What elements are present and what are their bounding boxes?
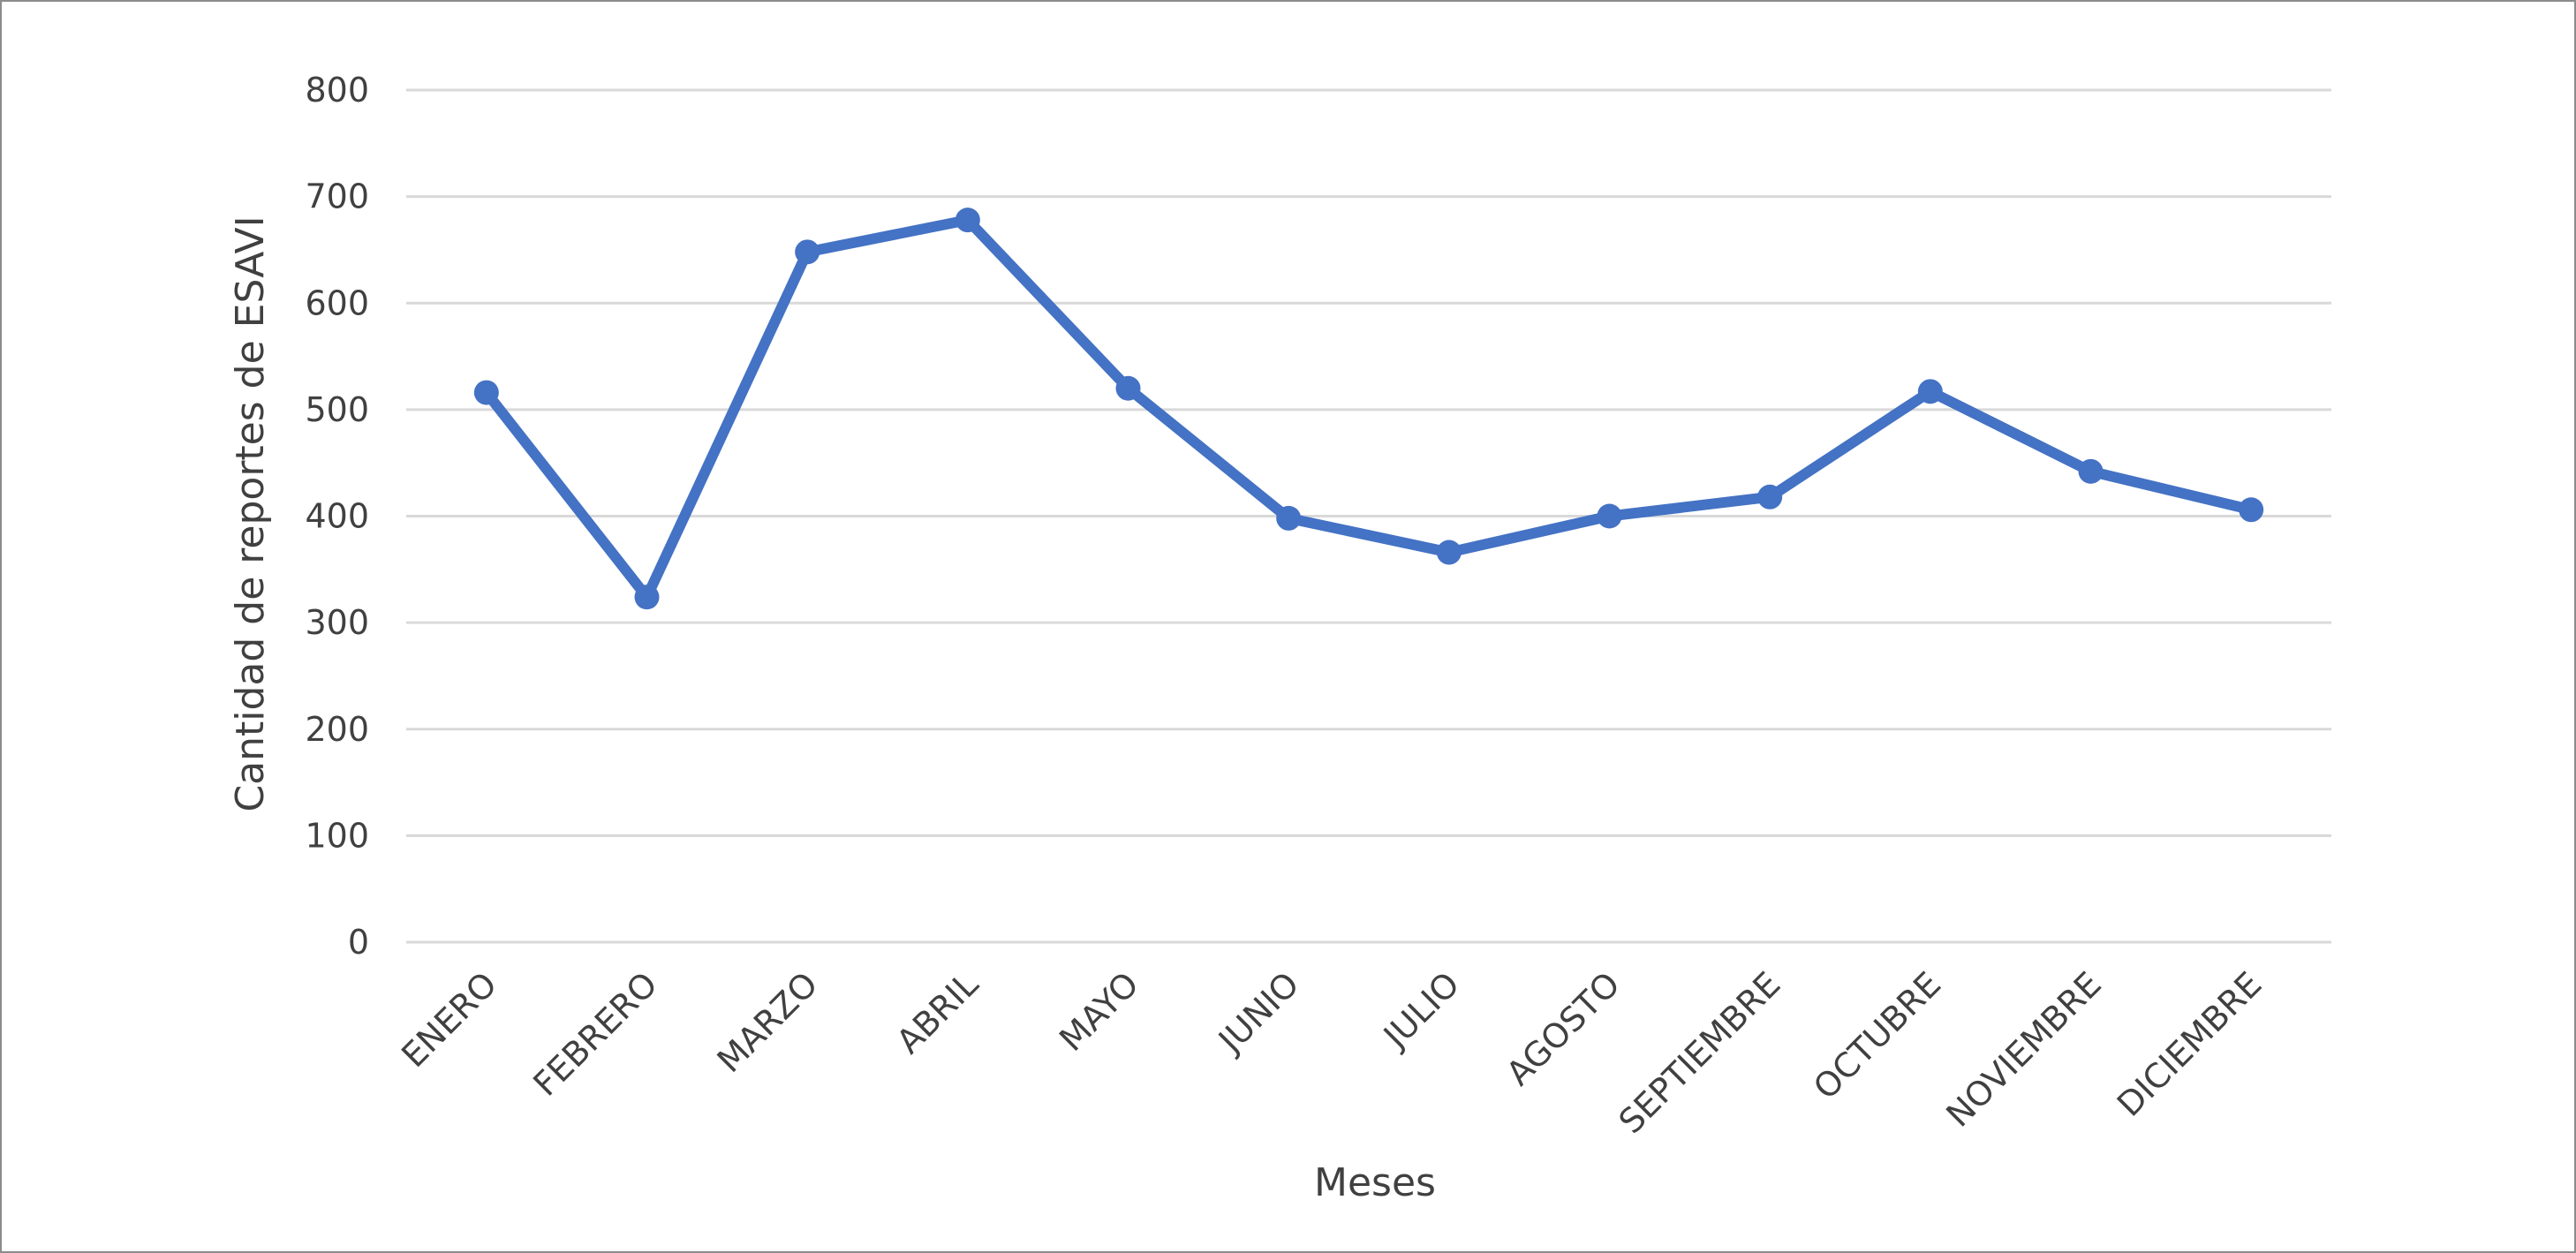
- gridlines: [406, 88, 2331, 944]
- data-point: [2239, 497, 2264, 523]
- x-tick-label: OCTUBRE: [1806, 964, 1948, 1106]
- y-axis-title: Cantidad de reportes de ESAVI: [228, 215, 273, 811]
- x-tick-label: MAYO: [1052, 964, 1146, 1059]
- y-tick-label: 0: [348, 923, 369, 962]
- y-tick-label: 400: [305, 497, 369, 536]
- data-point: [1436, 540, 1462, 565]
- data-point: [1917, 379, 1943, 404]
- x-tick-label: DICIEMBRE: [2110, 964, 2270, 1124]
- y-tick-label: 600: [305, 283, 369, 322]
- x-tick-label: JULIO: [1375, 964, 1467, 1056]
- y-tick-label: 800: [305, 71, 369, 109]
- x-tick-label: AGOSTO: [1499, 964, 1628, 1093]
- data-point: [2078, 458, 2104, 484]
- data-point: [634, 585, 660, 610]
- x-axis-ticks: ENERO FEBRERO MARZO ABRIL MAYO JUNIO JULIO AGOS…: [394, 964, 2269, 1141]
- y-tick-label: 300: [305, 603, 369, 642]
- data-point: [1115, 375, 1141, 401]
- x-tick-label: ENERO: [394, 964, 504, 1075]
- y-tick-label: 200: [305, 710, 369, 749]
- y-tick-label: 100: [305, 816, 369, 855]
- data-point: [955, 208, 980, 233]
- data-point: [473, 380, 499, 405]
- y-tick-label: 700: [305, 177, 369, 216]
- x-tick-label: FEBRERO: [525, 964, 664, 1103]
- x-tick-label: NOVIEMBRE: [1938, 964, 2108, 1134]
- y-tick-label: 500: [305, 390, 369, 429]
- data-point: [1597, 503, 1622, 529]
- data-points: [473, 208, 2264, 610]
- x-tick-label: MARZO: [710, 964, 826, 1080]
- series-line: [480, 215, 2257, 603]
- x-tick-label: JUNIO: [1210, 964, 1306, 1061]
- series-line-group: [480, 215, 2257, 603]
- x-tick-label: SEPTIEMBRE: [1612, 964, 1788, 1141]
- data-point: [1757, 484, 1783, 510]
- x-tick-label: ABRIL: [889, 964, 986, 1061]
- data-point: [795, 239, 820, 265]
- x-axis-title: Meses: [1314, 1160, 1436, 1205]
- data-point: [1276, 505, 1302, 531]
- y-axis-ticks: 0 100 200 300 400 500 600 700 800: [305, 71, 369, 962]
